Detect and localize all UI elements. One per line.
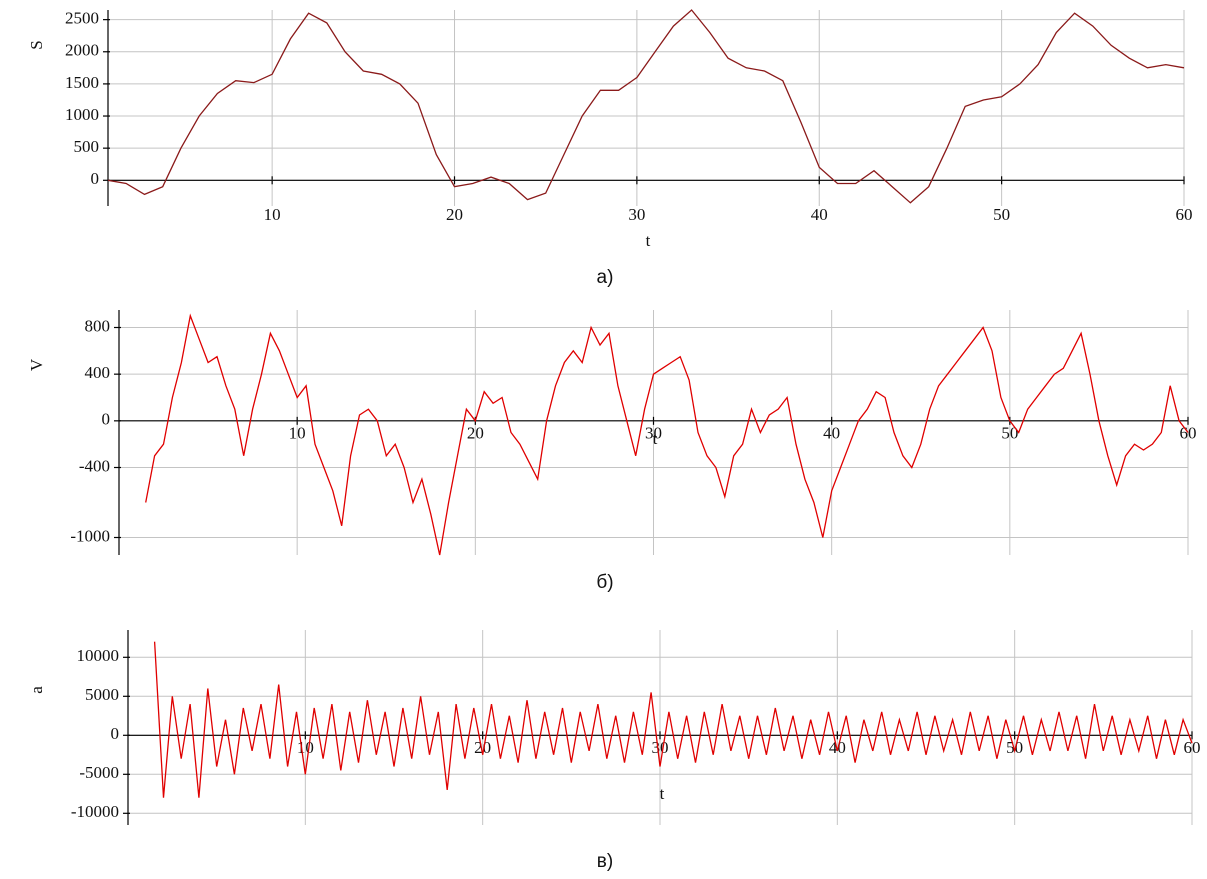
x-tick-label: 20: [474, 738, 491, 757]
caption: а): [597, 267, 614, 288]
y-tick-label: 0: [111, 724, 120, 743]
y-tick-label: -400: [79, 456, 110, 475]
x-axis-label: t: [653, 429, 658, 448]
y-tick-label: 500: [74, 137, 100, 156]
x-tick-label: 40: [811, 205, 828, 224]
x-tick-label: 30: [628, 205, 645, 224]
y-tick-label: 2000: [65, 41, 99, 60]
y-tick-label: -1000: [70, 526, 110, 545]
y-tick-label: 0: [102, 410, 111, 429]
x-axis-label: t: [646, 231, 651, 250]
data-line: [107, 9, 1185, 204]
caption: в): [597, 851, 613, 872]
x-axis-label: t: [660, 784, 665, 803]
x-tick-label: 10: [289, 424, 306, 443]
y-tick-label: 1500: [65, 73, 99, 92]
y-tick-label: 1000: [65, 105, 99, 124]
y-axis-label: S: [27, 40, 46, 49]
x-tick-label: 50: [1006, 738, 1023, 757]
x-tick-label: 40: [829, 738, 846, 757]
x-tick-label: 30: [652, 738, 669, 757]
x-tick-label: 20: [467, 424, 484, 443]
y-tick-label: 5000: [85, 685, 119, 704]
y-tick-label: 400: [85, 363, 111, 382]
x-tick-label: 50: [993, 205, 1010, 224]
x-tick-label: 10: [297, 738, 314, 757]
x-tick-label: 60: [1184, 738, 1201, 757]
y-axis-label: V: [27, 358, 46, 371]
y-tick-label: -5000: [79, 763, 119, 782]
y-tick-label: 2500: [65, 9, 99, 28]
y-axis-label: a: [27, 686, 46, 694]
y-tick-label: -10000: [71, 802, 119, 821]
x-tick-label: 20: [446, 205, 463, 224]
y-tick-label: 800: [85, 316, 111, 335]
x-tick-label: 60: [1180, 424, 1197, 443]
x-tick-label: 10: [264, 205, 281, 224]
y-tick-label: 10000: [77, 646, 120, 665]
y-tick-label: 0: [91, 169, 100, 188]
data-line: [153, 641, 1193, 798]
x-tick-label: 30: [645, 424, 662, 443]
caption: б): [596, 572, 613, 593]
data-line: [145, 313, 1189, 556]
x-tick-label: 40: [823, 424, 840, 443]
x-tick-label: 50: [1001, 424, 1018, 443]
x-tick-label: 60: [1176, 205, 1193, 224]
